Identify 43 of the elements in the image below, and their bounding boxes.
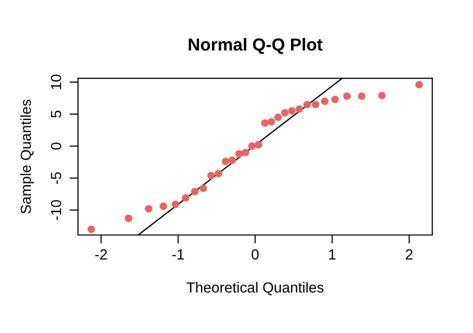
point	[378, 92, 386, 100]
point	[242, 148, 250, 156]
point	[312, 100, 320, 108]
y-tick-label: 5	[51, 110, 62, 118]
x-tick-label: 2	[406, 249, 413, 260]
y-tick-label: 0	[50, 142, 62, 150]
x-tick-label: 1	[329, 249, 336, 260]
point	[321, 98, 328, 105]
point	[182, 194, 190, 202]
point	[172, 200, 180, 208]
point	[124, 214, 132, 222]
x-axis-title: Theoretical Quantiles	[186, 282, 324, 296]
point	[144, 205, 152, 212]
point	[207, 172, 215, 180]
y-tick-label: 10	[50, 74, 62, 90]
point	[358, 92, 366, 100]
y-tick-label: -10	[50, 200, 62, 220]
point	[288, 107, 296, 115]
point	[261, 119, 269, 127]
point	[235, 150, 243, 158]
point	[254, 141, 262, 148]
y-axis-title: Sample Quantiles	[20, 100, 34, 214]
y-tick-label: -5	[51, 172, 62, 184]
point	[274, 114, 282, 121]
point	[248, 142, 256, 150]
point	[160, 202, 168, 210]
x-tick-label: 0	[252, 249, 259, 260]
chart-title: Normal Q-Q Plot	[188, 38, 322, 54]
point	[191, 188, 198, 196]
point	[228, 156, 236, 164]
point	[415, 81, 423, 88]
point	[88, 226, 95, 233]
point	[222, 158, 230, 166]
point	[331, 96, 339, 104]
point	[214, 170, 222, 178]
point	[343, 92, 351, 100]
point	[200, 184, 207, 192]
point	[303, 100, 311, 108]
x-tick-label: -1	[172, 249, 184, 260]
point	[268, 118, 275, 126]
x-tick-label: -2	[95, 249, 107, 260]
point	[281, 109, 288, 117]
point	[296, 105, 303, 113]
